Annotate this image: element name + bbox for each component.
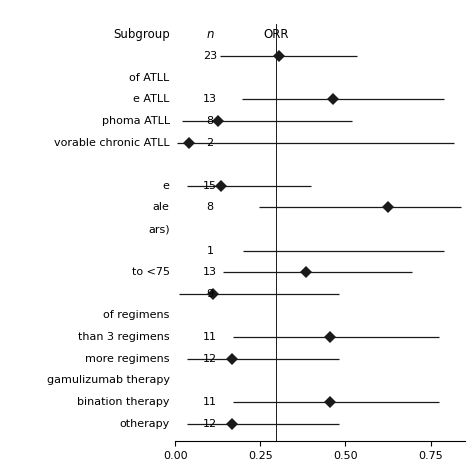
Text: 2: 2	[206, 137, 214, 147]
Text: 11: 11	[203, 397, 217, 407]
Text: Subgroup: Subgroup	[113, 28, 170, 41]
Text: n: n	[206, 28, 214, 41]
Text: bination therapy: bination therapy	[77, 397, 170, 407]
Text: 15: 15	[203, 181, 217, 191]
Text: e ATLL: e ATLL	[133, 94, 170, 104]
Text: phoma ATLL: phoma ATLL	[101, 116, 170, 126]
Text: ars): ars)	[148, 224, 170, 234]
Text: vorable chronic ATLL: vorable chronic ATLL	[54, 137, 170, 147]
Text: 12: 12	[203, 419, 217, 428]
Text: gamulizumab therapy: gamulizumab therapy	[47, 375, 170, 385]
Text: ale: ale	[153, 202, 170, 212]
Text: otherapy: otherapy	[119, 419, 170, 428]
Text: ORR: ORR	[263, 28, 289, 41]
Text: 1: 1	[207, 246, 213, 255]
Text: 13: 13	[203, 94, 217, 104]
Text: 8: 8	[206, 116, 214, 126]
Text: 13: 13	[203, 267, 217, 277]
Text: of regimens: of regimens	[103, 310, 170, 320]
Text: more regimens: more regimens	[85, 354, 170, 364]
Text: e: e	[163, 181, 170, 191]
Text: 9: 9	[206, 289, 214, 299]
Text: than 3 regimens: than 3 regimens	[78, 332, 170, 342]
Text: to <75: to <75	[132, 267, 170, 277]
Text: 12: 12	[203, 354, 217, 364]
Text: 23: 23	[203, 51, 217, 61]
Text: of ATLL: of ATLL	[129, 73, 170, 83]
Text: 11: 11	[203, 332, 217, 342]
Text: 8: 8	[206, 202, 214, 212]
